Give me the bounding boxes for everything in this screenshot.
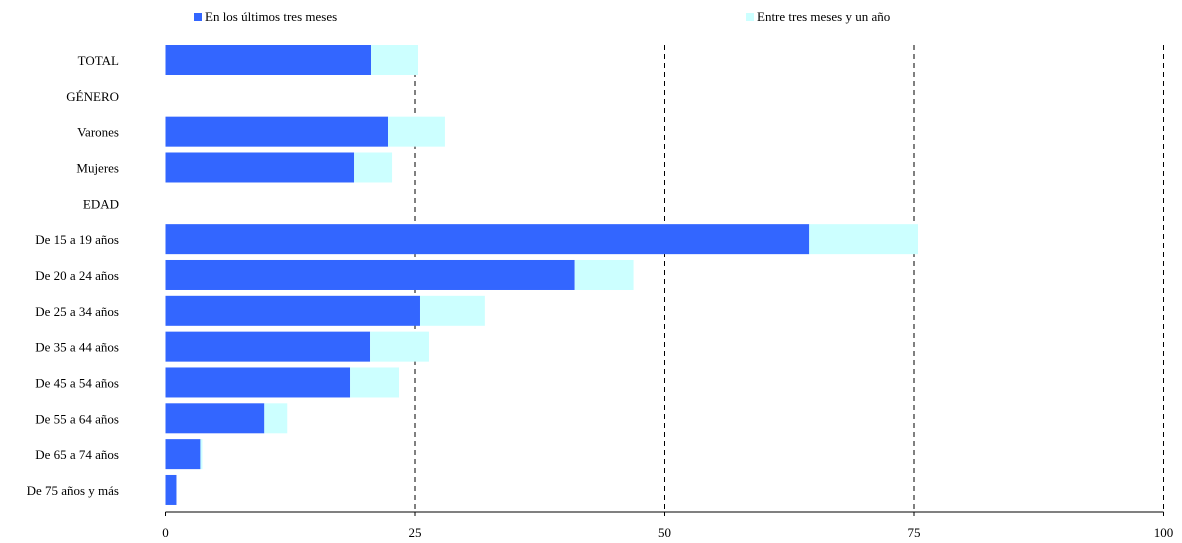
bar-year-9 [350,367,400,398]
bar-recent-10 [165,403,265,434]
x-tick-label-25: 25 [409,525,422,540]
category-label-9: De 45 a 54 años [35,375,119,390]
grid-lines [414,45,1164,512]
category-label-12: De 75 años y más [27,483,119,498]
legend-label-year: Entre tres meses y un año [757,9,891,24]
bar-year-11 [200,439,203,470]
bar-recent-2 [165,116,389,147]
bar-year-5 [809,224,918,255]
bar-recent-5 [165,224,810,255]
category-label-2: Varones [77,125,119,140]
bar-recent-3 [165,152,355,183]
legend-item-year: Entre tres meses y un año [746,9,890,25]
category-label-10: De 55 a 64 años [35,411,119,426]
bar-recent-9 [165,367,351,398]
bar-recent-8 [165,331,371,362]
bar-year-3 [354,152,393,183]
category-label-7: De 25 a 34 años [35,304,119,319]
bar-recent-12 [165,474,177,505]
bar-year-8 [370,331,429,362]
bar-year-0 [371,45,418,75]
category-label-1: GÉNERO [66,89,119,104]
x-tick-label-100: 100 [1154,525,1174,540]
legend-swatch-year [746,13,754,21]
bar-recent-0 [165,45,372,75]
legend-swatch-recent [194,13,202,21]
bar-year-10 [264,403,288,434]
bar-year-7 [419,295,485,326]
category-label-4: EDAD [83,196,119,211]
bar-recent-11 [165,439,201,470]
x-tick-label-50: 50 [658,525,671,540]
legend-label-recent: En los últimos tres meses [205,9,338,24]
category-label-8: De 35 a 44 años [35,340,119,355]
bars-group [165,45,918,505]
category-label-6: De 20 a 24 años [35,268,119,283]
bar-recent-6 [165,259,575,290]
category-labels: TOTAL GÉNERO Varones Mujeres EDAD De 15 a 19 … [27,53,119,498]
category-label-5: De 15 a 19 años [35,232,119,247]
category-label-3: Mujeres [76,160,119,175]
bar-year-6 [574,259,634,290]
x-tick-label-75: 75 [908,525,921,540]
x-tick-label-0: 0 [162,525,169,540]
bar-recent-7 [165,295,420,326]
bar-year-2 [388,116,445,147]
legend-item-recent: En los últimos tres meses [194,9,337,25]
category-label-0: TOTAL [78,53,119,68]
category-label-11: De 65 a 74 años [35,447,119,462]
x-axis: 0 25 50 75 100 [162,511,1174,540]
